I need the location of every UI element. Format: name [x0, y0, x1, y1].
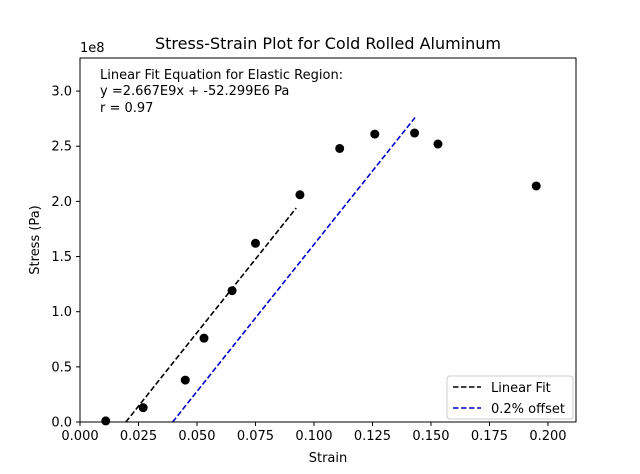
- y-tick-label: 2.0: [51, 195, 72, 210]
- data-point: [433, 139, 443, 149]
- plot-area: [79, 57, 577, 426]
- x-tick-label: 0.100: [295, 429, 332, 444]
- chart-title: Stress-Strain Plot for Cold Rolled Alumi…: [155, 34, 501, 53]
- x-tick-label: 0.125: [354, 429, 391, 444]
- x-tick-label: 0.150: [412, 429, 449, 444]
- annotation-box: Linear Fit Equation for Elastic Region: …: [100, 68, 343, 116]
- annotation-line-2: y =2.667E9x + -52.299E6 Pa: [100, 84, 289, 99]
- data-point: [138, 403, 148, 413]
- annotation-line-3: r = 0.97: [100, 101, 153, 116]
- data-point: [199, 333, 209, 343]
- data-point: [335, 143, 345, 153]
- data-point: [180, 375, 190, 385]
- legend-label-offset: 0.2% offset: [491, 402, 565, 417]
- annotation-line-1: Linear Fit Equation for Elastic Region:: [100, 68, 343, 83]
- x-tick-label: 0.175: [471, 429, 508, 444]
- series-line-1: [172, 117, 416, 423]
- y-tick-label: 0.5: [51, 360, 72, 375]
- data-point: [227, 286, 237, 296]
- y-tick-label: 3.0: [51, 85, 72, 100]
- y-axis: 0.0 0.5 1.0 1.5 2.0 2.5 3.0: [51, 85, 80, 431]
- plot-frame: [79, 57, 577, 423]
- y-tick-label: 0.0: [51, 416, 72, 431]
- legend: Linear Fit 0.2% offset: [446, 375, 574, 420]
- x-tick-label: 0.200: [529, 429, 566, 444]
- y-tick-label: 1.5: [51, 250, 72, 265]
- x-axis: 0.000 0.025 0.050 0.075 0.100 0.125 0.150 0.175…: [61, 422, 567, 444]
- data-point: [295, 190, 305, 200]
- y-offset-label: 1e8: [80, 41, 105, 56]
- data-point: [410, 128, 420, 138]
- series-line-0: [125, 207, 297, 423]
- legend-label-linear-fit: Linear Fit: [491, 381, 551, 396]
- x-axis-label: Strain: [309, 451, 348, 466]
- data-point: [531, 181, 541, 191]
- y-tick-label: 1.0: [51, 305, 72, 320]
- y-axis-label: Stress (Pa): [28, 205, 43, 274]
- x-tick-label: 0.000: [61, 429, 98, 444]
- x-tick-label: 0.025: [120, 429, 157, 444]
- data-point: [370, 129, 380, 139]
- data-point: [250, 238, 260, 248]
- data-point: [101, 416, 111, 426]
- y-tick-label: 2.5: [51, 140, 72, 155]
- x-tick-label: 0.050: [178, 429, 215, 444]
- x-tick-label: 0.075: [237, 429, 274, 444]
